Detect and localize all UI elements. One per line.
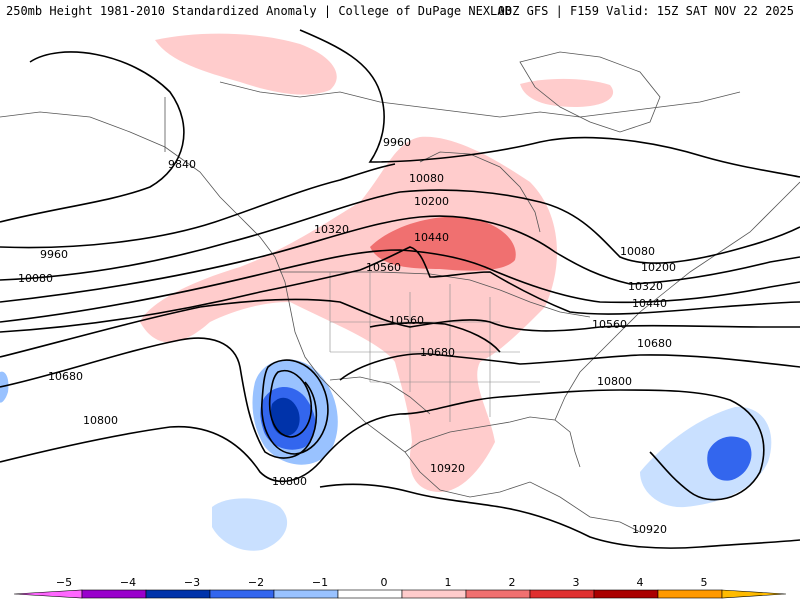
contour-label: 10800 xyxy=(83,414,118,427)
contour-label: 10680 xyxy=(420,346,455,359)
coastline-hudson xyxy=(419,151,541,233)
contour-label: 10680 xyxy=(48,370,83,383)
contour-label-layer: 9960 9840 10080 10200 10320 10440 10560 9960 100… xyxy=(18,136,676,536)
contour-label: 10440 xyxy=(632,297,667,310)
colorbar-segment xyxy=(337,589,403,599)
contour-label: 10080 xyxy=(620,245,655,258)
colorbar-tick-label: 3 xyxy=(573,576,580,589)
colorbar-tick-label: 5 xyxy=(701,576,708,589)
anomaly-shading xyxy=(0,33,772,551)
anomaly-map: 9960 9840 10080 10200 10320 10440 10560 9960 100… xyxy=(0,22,800,572)
colorbar-segment xyxy=(593,589,659,599)
contour-10560 xyxy=(0,298,800,358)
anomaly-negative-4 xyxy=(212,498,288,551)
coastline-arctic xyxy=(219,81,741,118)
contour-label: 10200 xyxy=(641,261,676,274)
anomaly-negative-7 xyxy=(0,371,9,403)
contour-low-mid xyxy=(261,359,329,455)
contour-label: 10080 xyxy=(18,272,53,285)
colorbar-tick-label: 0 xyxy=(381,576,388,589)
anomaly-negative-6 xyxy=(707,436,752,481)
border-us-mexico xyxy=(329,376,431,415)
contour-label: 10680 xyxy=(637,337,672,350)
contour-10200 xyxy=(0,215,800,303)
anomaly-negative-3 xyxy=(270,397,300,437)
contour-label: 10800 xyxy=(272,475,307,488)
colorbar-segment xyxy=(465,589,531,599)
colorbar: −5 −4 −3 −2 −1 0 1 2 3 4 5 xyxy=(13,576,787,599)
colorbar-segment xyxy=(657,589,723,599)
anomaly-positive-core xyxy=(370,216,516,271)
contour-10440 xyxy=(0,246,800,333)
contour-10320 xyxy=(0,249,800,323)
colorbar-tick-label: −4 xyxy=(120,576,136,589)
contour-label: 10320 xyxy=(628,280,663,293)
colorbar-tick-label: 2 xyxy=(509,576,516,589)
contour-label: 10200 xyxy=(414,195,449,208)
colorbar-tick-label: −1 xyxy=(312,576,328,589)
contour-low-inner xyxy=(268,370,312,438)
map-outlines xyxy=(0,51,800,533)
coastline-alaska xyxy=(0,111,276,258)
coastline-gulf xyxy=(404,416,581,468)
contour-label: 10920 xyxy=(430,462,465,475)
contour-10560-low xyxy=(369,321,501,353)
colorbar-tick-label: −3 xyxy=(184,576,200,589)
greenland xyxy=(519,51,661,133)
colorbar-segment xyxy=(401,589,467,599)
colorbar-segment xyxy=(81,589,147,599)
colorbar-tick-label: 4 xyxy=(637,576,644,589)
contour-9960-west xyxy=(0,163,396,249)
map-title: 250mb Height 1981-2010 Standardized Anom… xyxy=(6,4,512,18)
contour-label: 9840 xyxy=(168,158,196,171)
colorbar-segment xyxy=(529,589,595,599)
colorbar-tick-label: −5 xyxy=(56,576,72,589)
contour-10080 xyxy=(0,189,800,281)
colorbar-tick-label: 1 xyxy=(445,576,452,589)
run-info: 00Z GFS | F159 Valid: 15Z SAT NOV 22 202… xyxy=(497,4,794,18)
contour-label: 10920 xyxy=(632,523,667,536)
colorbar-segment xyxy=(273,589,339,599)
anomaly-positive-1 xyxy=(155,33,337,95)
colorbar-tick-label: −2 xyxy=(248,576,264,589)
anomaly-positive-2 xyxy=(520,78,614,107)
contour-10680-west xyxy=(0,337,318,459)
contour-label: 10320 xyxy=(314,223,349,236)
contour-label: 9960 xyxy=(40,248,68,261)
contour-9960-north xyxy=(299,29,800,178)
border-us-canada xyxy=(280,271,591,318)
anomaly-negative-5 xyxy=(640,406,772,508)
contour-10920 xyxy=(319,483,800,549)
contour-10800 xyxy=(0,389,765,501)
colorbar-arrow-right xyxy=(721,589,787,599)
contour-label: 10560 xyxy=(592,318,627,331)
colorbar-segment xyxy=(145,589,211,599)
colorbar-segment xyxy=(209,589,275,599)
contour-label: 10440 xyxy=(414,231,449,244)
contour-9840 xyxy=(0,51,185,223)
colorbar-arrow-left xyxy=(13,589,83,599)
height-contours xyxy=(0,29,800,549)
contour-label: 10560 xyxy=(389,314,424,327)
contour-10680-low xyxy=(339,353,800,381)
map-header: 250mb Height 1981-2010 Standardized Anom… xyxy=(0,0,800,22)
contour-label: 10560 xyxy=(366,261,401,274)
coastline-west xyxy=(274,256,641,533)
contour-label: 10080 xyxy=(409,172,444,185)
contour-label: 9960 xyxy=(383,136,411,149)
contour-label: 10800 xyxy=(597,375,632,388)
